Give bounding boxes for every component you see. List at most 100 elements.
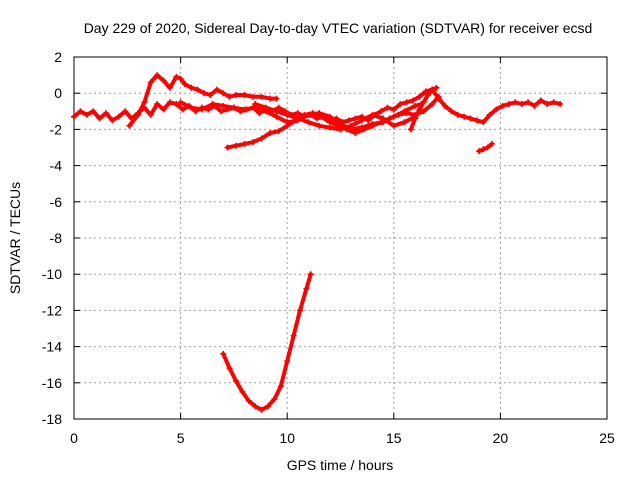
data-point [480,146,487,153]
data-point [166,84,173,91]
data-point [181,81,188,88]
data-point [352,115,359,122]
data-point [292,117,299,124]
data-point [284,111,291,118]
data-point [220,102,227,109]
x-tick-label: 15 [386,430,402,446]
data-point [480,119,487,126]
data-point [397,101,404,108]
data-point [550,99,557,106]
data-point [275,104,282,111]
data-point [441,102,448,109]
data-point [173,101,180,108]
data-point [245,397,252,404]
y-tick-label: -14 [42,339,62,355]
data-point [226,365,233,372]
y-tick-label: -10 [42,266,62,282]
data-point [303,285,310,292]
data-point [424,92,431,99]
data-series [71,72,564,413]
data-point [348,122,355,129]
data-point [173,73,180,80]
data-point [416,93,423,100]
data-point [326,113,333,120]
data-point [102,110,109,117]
data-point [188,104,195,111]
data-point [198,106,205,113]
data-point [448,108,455,115]
data-point [499,102,506,109]
data-point [384,104,391,111]
data-point [177,75,184,82]
data-point [90,108,97,115]
data-point [122,108,129,115]
data-point [473,117,480,124]
data-point [378,108,385,115]
data-point [233,92,240,99]
data-point [275,128,282,135]
data-point [258,93,265,100]
data-point [273,95,280,102]
x-tick-label: 20 [493,430,509,446]
chart-title: Day 229 of 2020, Sidereal Day-to-day VTE… [84,20,593,36]
data-point [429,101,436,108]
data-point [461,113,468,120]
y-tick-label: -18 [42,411,62,427]
data-point [369,122,376,129]
data-point [252,403,259,410]
data-point [239,388,246,395]
data-point [484,144,491,151]
data-point [518,101,525,108]
data-point [154,101,161,108]
data-point [301,111,308,118]
data-point [409,97,416,104]
data-point [537,97,544,104]
data-point [352,130,359,137]
x-tick-label: 0 [70,430,78,446]
data-point [318,113,325,120]
data-point [343,126,350,133]
data-point [369,111,376,118]
data-point [126,122,133,129]
y-tick-label: -12 [42,302,62,318]
data-point [241,140,248,147]
data-point [218,108,225,115]
data-point [83,111,90,118]
data-point [284,122,291,129]
data-point [420,108,427,115]
data-point [250,139,257,146]
y-tick-label: 0 [54,85,62,101]
data-point [403,99,410,106]
data-point [147,79,154,86]
data-point [390,106,397,113]
data-point [433,84,440,91]
data-point [273,113,280,120]
data-point [476,148,483,155]
series-line [253,102,418,132]
data-point [346,117,353,124]
data-point [435,93,442,100]
data-point [77,108,84,115]
data-point [335,122,342,129]
data-point [290,332,297,339]
data-point [309,110,316,117]
data-point [134,111,141,118]
series-upper-arc [126,72,280,129]
data-point [378,119,385,126]
data-point [307,271,314,278]
data-point [109,117,116,124]
data-point [390,122,397,129]
data-point [207,92,214,99]
data-point [512,99,519,106]
data-point [305,119,312,126]
data-point [403,110,410,117]
data-point [233,142,240,149]
data-point [115,113,122,120]
data-point [224,144,231,151]
data-point [160,77,167,84]
data-point [429,86,436,93]
data-point [296,307,303,314]
series-deep-dip [220,271,314,413]
